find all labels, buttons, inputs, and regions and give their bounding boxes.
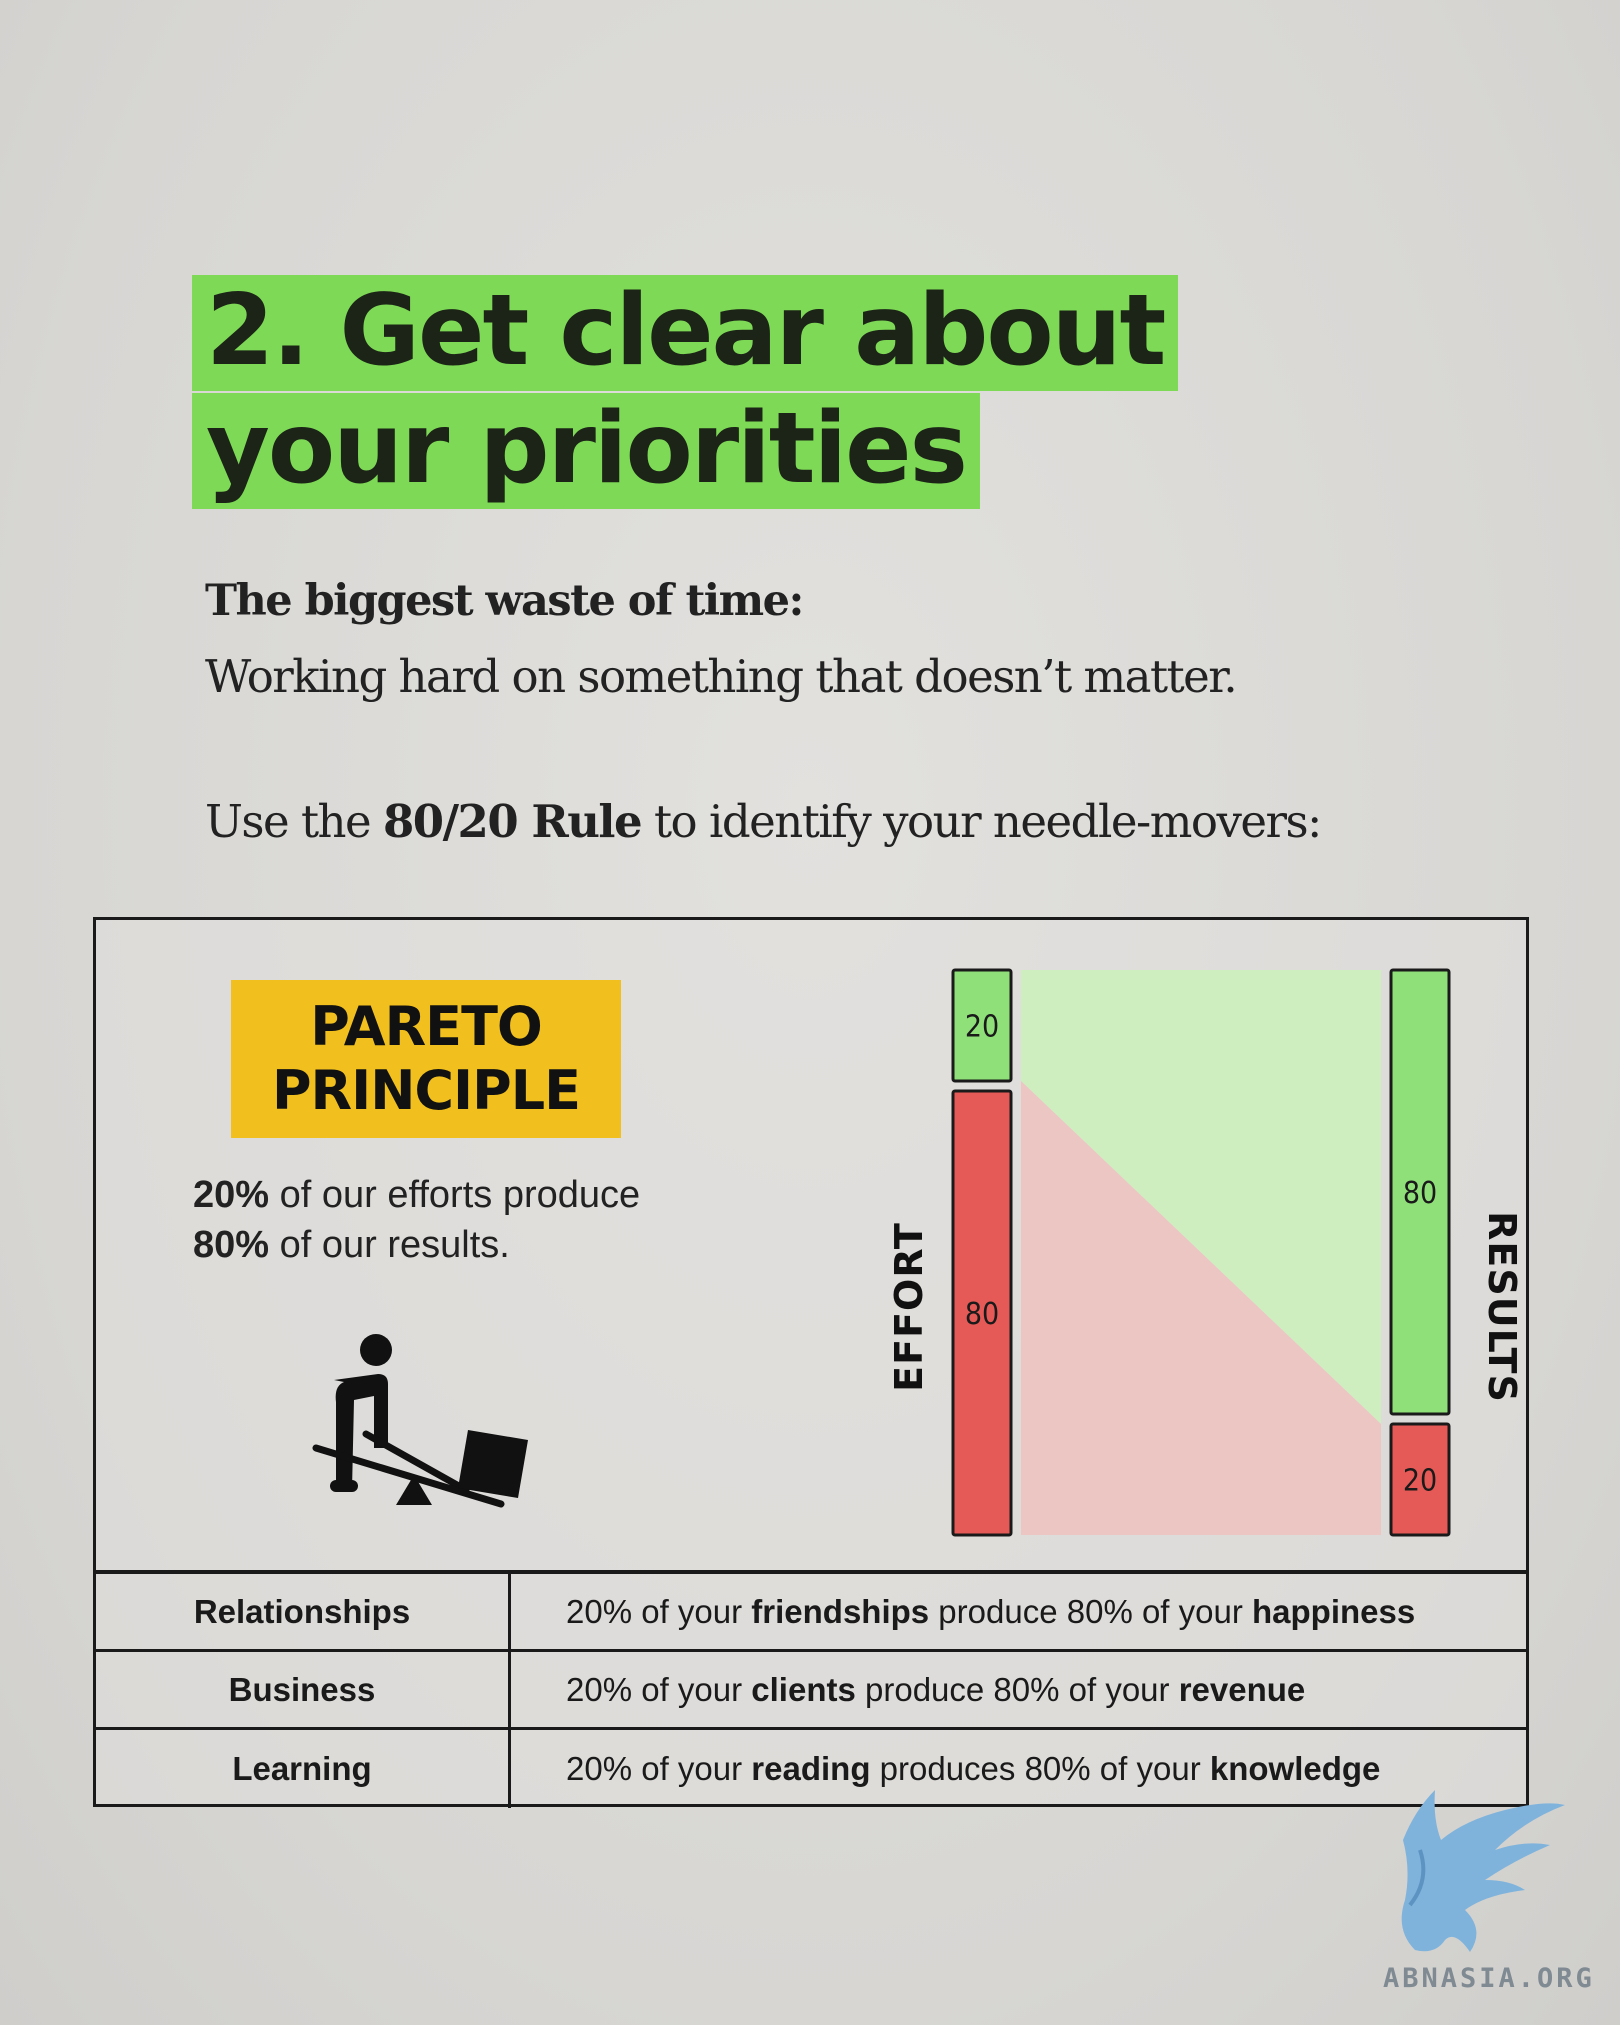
- rule-line: Use the 80/20 Rule to identify your need…: [205, 795, 1322, 848]
- effort-20-label: 20: [965, 1010, 999, 1045]
- pareto-line-1: 20% of our efforts produce: [193, 1170, 640, 1220]
- effort-80-bar: [951, 1089, 1013, 1537]
- effort-area: [1021, 1081, 1381, 1535]
- table-statement-cell: 20% of your reading produces 80% of your…: [566, 1750, 1381, 1787]
- effort-axis-label: EFFORT: [886, 1222, 931, 1392]
- badge-line-1: PARETO: [310, 995, 543, 1058]
- results-area: [1021, 970, 1381, 1424]
- subhead: The biggest waste of time:: [205, 576, 804, 626]
- examples-table: Relationships 20% of your friendships pro…: [96, 1570, 1526, 1808]
- table-area-cell: Relationships: [96, 1574, 511, 1649]
- pareto-badge: PARETO PRINCIPLE: [231, 980, 621, 1138]
- results-20-bar: [1389, 1422, 1451, 1537]
- rule-bold: 80/20 Rule: [382, 795, 643, 848]
- results-80-bar: [1389, 968, 1451, 1416]
- effort-20-bar: [951, 968, 1013, 1083]
- title-line-2: your priorities: [192, 393, 980, 509]
- results-20-label: 20: [1403, 1464, 1437, 1499]
- pareto-box: PARETO PRINCIPLE 20% of our efforts prod…: [93, 917, 1529, 1808]
- title-line-1: 2. Get clear about: [192, 275, 1179, 391]
- table-area-cell: Learning: [96, 1730, 511, 1808]
- badge-line-2: PRINCIPLE: [271, 1059, 581, 1122]
- griffin-logo-icon: [1375, 1780, 1565, 1965]
- person-lever-box-icon: [296, 1330, 536, 1535]
- pareto-l1-bold: 20%: [193, 1174, 270, 1216]
- results-80-label: 80: [1403, 1176, 1437, 1211]
- pareto-description: 20% of our efforts produce 80% of our re…: [193, 1170, 640, 1270]
- table-row: Learning 20% of your reading produces 80%…: [96, 1730, 1526, 1808]
- rule-suffix: to identify your needle-movers:: [641, 795, 1322, 848]
- table-statement-cell: 20% of your friendships produce 80% of y…: [566, 1592, 1416, 1630]
- table-statement-cell: 20% of your clients produce 80% of your …: [566, 1670, 1306, 1708]
- pareto-line-2: 80% of our results.: [193, 1220, 640, 1270]
- table-area-cell: Business: [96, 1652, 511, 1727]
- pareto-l2-rest: of our results.: [269, 1224, 510, 1266]
- rule-prefix: Use the: [205, 795, 383, 848]
- pareto-l2-bold: 80%: [193, 1224, 270, 1266]
- effort-80-label: 80: [965, 1297, 999, 1332]
- logo-text: ABNASIA.ORG: [1383, 1963, 1595, 1994]
- results-axis-label: RESULTS: [1479, 1211, 1524, 1403]
- subtext: Working hard on something that doesn’t m…: [205, 650, 1238, 703]
- pareto-l1-rest: of our efforts produce: [269, 1174, 641, 1216]
- table-row: Relationships 20% of your friendships pro…: [96, 1574, 1526, 1652]
- pareto-chart-svg: 20 80 80 20: [951, 968, 1451, 1537]
- table-row: Business 20% of your clients produce 80% …: [96, 1652, 1526, 1730]
